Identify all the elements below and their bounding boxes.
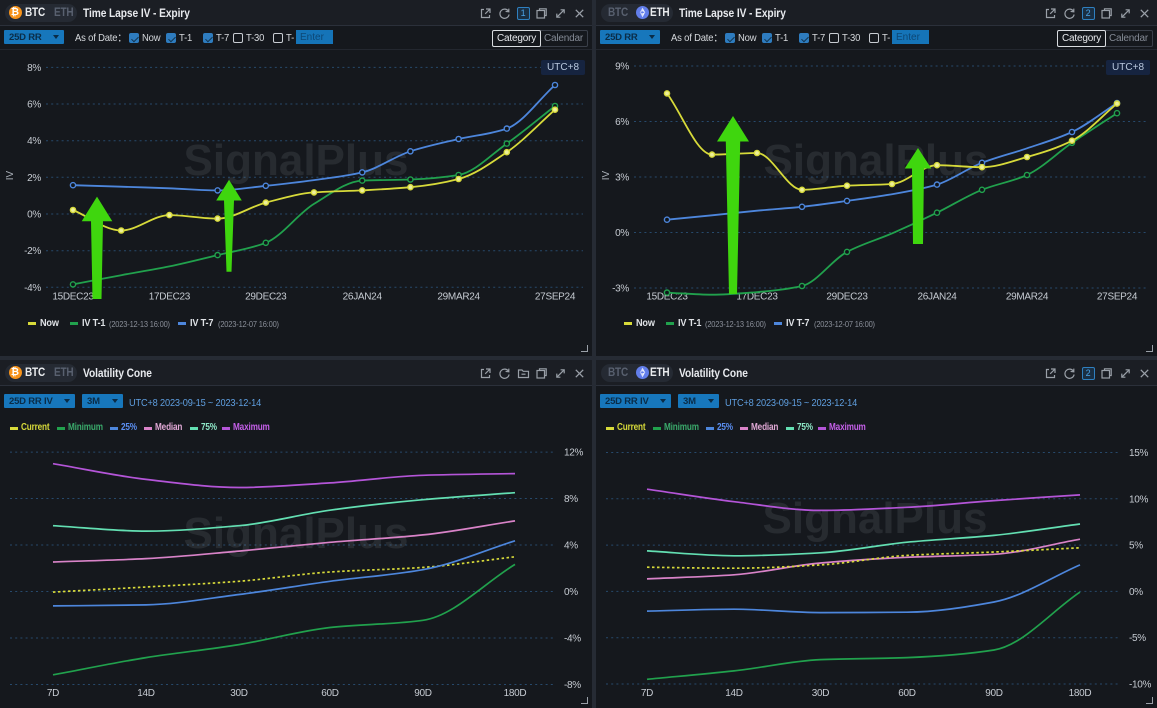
svg-text:8%: 8% <box>27 63 41 74</box>
svg-text:90D: 90D <box>985 688 1003 699</box>
svg-text:90D: 90D <box>414 688 432 699</box>
svg-text:27SEP24: 27SEP24 <box>1097 292 1138 303</box>
svg-text:30D: 30D <box>230 688 248 699</box>
svg-text:15%: 15% <box>1129 448 1149 459</box>
svg-text:180D: 180D <box>504 688 527 699</box>
svg-text:6%: 6% <box>27 100 41 111</box>
svg-text:29MAR24: 29MAR24 <box>437 292 480 303</box>
svg-text:-3%: -3% <box>612 284 629 295</box>
svg-text:26JAN24: 26JAN24 <box>343 292 383 303</box>
svg-text:60D: 60D <box>898 688 916 699</box>
svg-text:29DEC23: 29DEC23 <box>826 292 868 303</box>
svg-text:-2%: -2% <box>24 246 41 257</box>
svg-text:3%: 3% <box>615 173 629 184</box>
svg-text:-4%: -4% <box>564 634 581 645</box>
svg-text:SignalPlus: SignalPlus <box>184 509 409 558</box>
svg-text:26JAN24: 26JAN24 <box>917 292 957 303</box>
svg-text:15DEC23: 15DEC23 <box>52 292 94 303</box>
svg-text:8%: 8% <box>564 494 578 505</box>
svg-text:0%: 0% <box>1129 587 1143 598</box>
svg-text:0%: 0% <box>615 228 629 239</box>
svg-text:4%: 4% <box>27 136 41 147</box>
svg-text:27SEP24: 27SEP24 <box>535 292 576 303</box>
svg-text:0%: 0% <box>564 587 578 598</box>
svg-text:-10%: -10% <box>1129 680 1152 691</box>
svg-text:7D: 7D <box>641 688 653 699</box>
svg-text:14D: 14D <box>725 688 743 699</box>
svg-text:30D: 30D <box>812 688 830 699</box>
svg-text:-8%: -8% <box>564 680 581 691</box>
svg-text:17DEC23: 17DEC23 <box>736 292 778 303</box>
svg-text:-4%: -4% <box>24 283 41 294</box>
svg-text:0%: 0% <box>27 210 41 221</box>
svg-text:-5%: -5% <box>1129 633 1146 644</box>
svg-text:5%: 5% <box>1129 541 1143 552</box>
svg-text:15DEC23: 15DEC23 <box>646 292 688 303</box>
svg-text:12%: 12% <box>564 448 584 459</box>
svg-text:180D: 180D <box>1069 688 1092 699</box>
svg-text:29DEC23: 29DEC23 <box>245 292 287 303</box>
svg-text:4%: 4% <box>564 541 578 552</box>
svg-text:9%: 9% <box>615 62 629 73</box>
svg-text:SignalPlus: SignalPlus <box>763 494 988 543</box>
svg-text:SignalPlus: SignalPlus <box>184 136 409 185</box>
svg-text:10%: 10% <box>1129 494 1149 505</box>
svg-text:SignalPlus: SignalPlus <box>764 136 989 185</box>
svg-text:7D: 7D <box>47 688 59 699</box>
svg-text:29MAR24: 29MAR24 <box>1006 292 1049 303</box>
svg-text:14D: 14D <box>137 688 155 699</box>
svg-text:2%: 2% <box>27 173 41 184</box>
svg-text:60D: 60D <box>321 688 339 699</box>
svg-text:6%: 6% <box>615 117 629 128</box>
svg-text:17DEC23: 17DEC23 <box>149 292 191 303</box>
